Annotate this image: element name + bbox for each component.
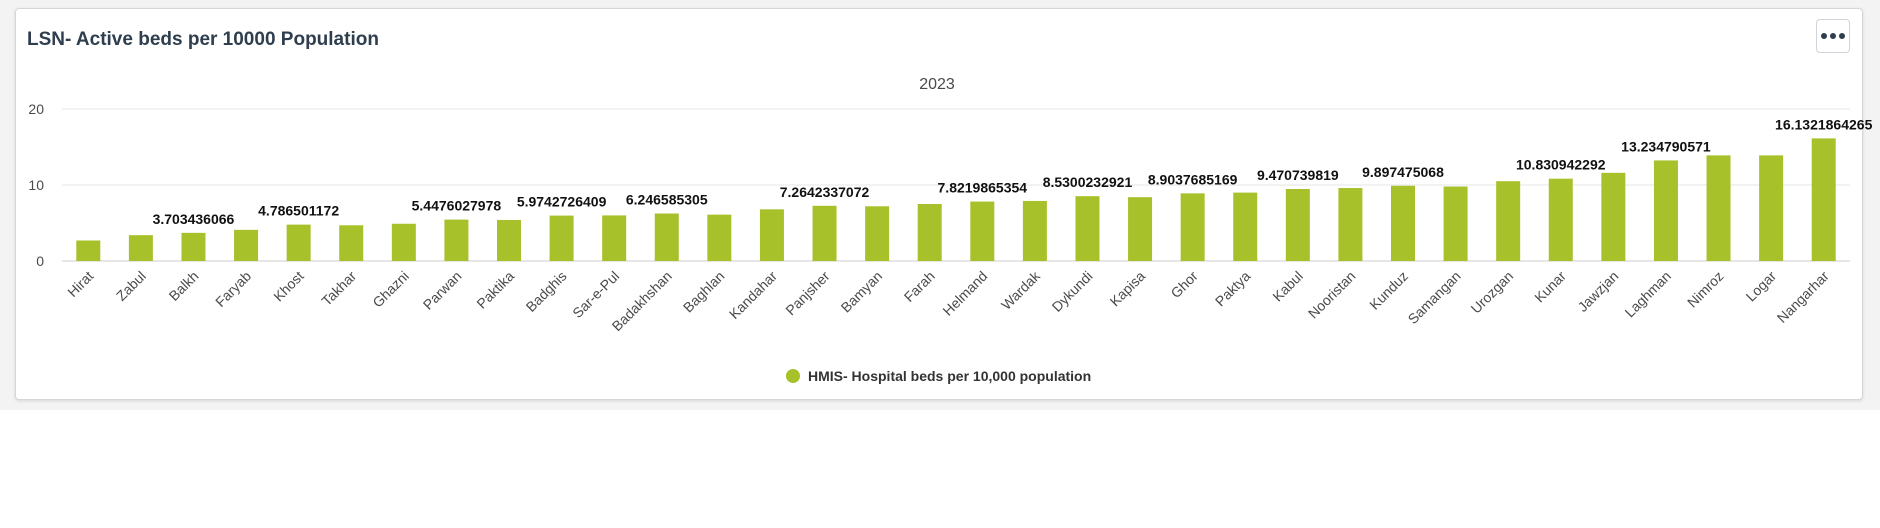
- x-tick-label: Paktya: [1212, 268, 1254, 310]
- bar[interactable]: [1075, 196, 1100, 261]
- data-label: 7.2642337072: [780, 184, 870, 200]
- data-label: 10.830942292: [1516, 157, 1606, 173]
- x-tick-label: Samangan: [1405, 268, 1464, 327]
- bar[interactable]: [1811, 138, 1836, 261]
- bar-chart: 2023 0 10 20 3.703436066 4.786501172 5.44760…: [28, 76, 1873, 384]
- bar[interactable]: [1338, 188, 1363, 261]
- x-tick-label: Farah: [901, 268, 938, 305]
- x-tick-label: Zabul: [113, 268, 149, 304]
- card-title: LSN- Active beds per 10000 Population: [27, 29, 379, 50]
- y-tick-label: 20: [28, 101, 44, 117]
- data-label: 16.1321864265: [1775, 116, 1873, 132]
- x-tick-label: Ghazni: [369, 268, 412, 311]
- x-tick-label: Baghlan: [680, 268, 728, 316]
- bar[interactable]: [339, 225, 364, 261]
- more-dots-icon: [1821, 33, 1827, 39]
- bar[interactable]: [76, 240, 101, 261]
- y-axis: 0 10 20: [28, 101, 44, 269]
- bar[interactable]: [391, 223, 416, 261]
- bar[interactable]: [707, 214, 732, 261]
- x-tick-label: Faryab: [212, 268, 254, 310]
- data-label: 8.9037685169: [1148, 171, 1238, 187]
- bar[interactable]: [1706, 155, 1731, 261]
- bar[interactable]: [917, 204, 942, 261]
- x-tick-label: Ghor: [1167, 268, 1201, 302]
- x-tick-label: Helmand: [939, 268, 990, 319]
- x-tick-label: Kabul: [1269, 268, 1306, 305]
- x-tick-label: Balkh: [166, 268, 202, 304]
- data-label: 4.786501172: [258, 203, 339, 219]
- x-tick-label: Nooristan: [1305, 268, 1359, 322]
- bar[interactable]: [497, 219, 521, 261]
- data-label: 9.470739819: [1257, 167, 1339, 183]
- chart-subtitle: 2023: [919, 76, 955, 93]
- bar[interactable]: [549, 215, 574, 261]
- more-dots-icon-dot: [1830, 33, 1836, 39]
- x-tick-label: Kunar: [1531, 268, 1569, 306]
- x-tick-label: Dykundi: [1049, 268, 1096, 315]
- x-tick-label: Parwan: [420, 268, 465, 313]
- bar[interactable]: [444, 219, 469, 261]
- x-tick-label: Logar: [1743, 268, 1780, 305]
- bar[interactable]: [1233, 192, 1258, 261]
- data-label: 5.9742726409: [517, 194, 607, 210]
- x-tick-label: Paktika: [473, 268, 517, 312]
- x-tick-label: Wardak: [998, 267, 1044, 313]
- legend[interactable]: HMIS- Hospital beds per 10,000 populatio…: [786, 368, 1091, 384]
- x-tick-label: Laghman: [1621, 268, 1674, 321]
- bars: [76, 138, 1836, 261]
- bar[interactable]: [654, 213, 679, 261]
- x-tick-label: Jawzjan: [1574, 268, 1621, 315]
- x-tick-label: Nangarhar: [1774, 268, 1832, 326]
- bar[interactable]: [970, 201, 995, 261]
- bar[interactable]: [1443, 186, 1468, 261]
- data-label: 5.4476027978: [412, 198, 502, 214]
- x-tick-label: Panjsher: [782, 268, 833, 319]
- bar[interactable]: [1759, 155, 1784, 261]
- bar[interactable]: [1601, 172, 1626, 261]
- x-tick-label: Khost: [270, 268, 307, 305]
- bar[interactable]: [1180, 193, 1205, 261]
- more-dots-icon-dot: [1839, 33, 1845, 39]
- bar[interactable]: [1391, 185, 1415, 261]
- chart-menu-button[interactable]: [1816, 19, 1850, 53]
- data-label: 9.897475068: [1362, 164, 1444, 180]
- x-tick-label: Sar-e-Pul: [569, 268, 622, 321]
- data-label: 13.234790571: [1621, 138, 1711, 154]
- bar[interactable]: [286, 224, 311, 261]
- bar[interactable]: [812, 205, 837, 261]
- x-tick-label: Urozgan: [1468, 268, 1517, 317]
- bar[interactable]: [1548, 178, 1573, 261]
- x-tick-label: Takhar: [318, 268, 359, 309]
- bar[interactable]: [128, 235, 153, 261]
- data-label: 8.5300232921: [1043, 174, 1133, 190]
- legend-marker: [786, 369, 800, 383]
- data-label: 7.8219865354: [938, 180, 1028, 196]
- bar[interactable]: [865, 206, 890, 261]
- bar[interactable]: [1653, 160, 1678, 261]
- x-tick-label: Hirat: [64, 268, 96, 300]
- x-tick-label: Kandahar: [726, 268, 780, 322]
- bar[interactable]: [1022, 200, 1047, 261]
- bar[interactable]: [181, 232, 206, 261]
- y-tick-label: 10: [28, 177, 44, 193]
- x-tick-label: Kunduz: [1366, 268, 1411, 313]
- y-tick-label: 0: [36, 253, 44, 269]
- x-axis: Hirat Zabul Balkh Faryab Khost Takhar Ghazni Pa…: [64, 267, 1832, 334]
- bar[interactable]: [234, 229, 259, 261]
- x-tick-label: Kapisa: [1107, 268, 1149, 310]
- data-label: 3.703436066: [153, 211, 235, 227]
- data-labels: 3.703436066 4.786501172 5.4476027978 5.9742…: [153, 116, 1873, 226]
- bar[interactable]: [1496, 181, 1521, 261]
- x-tick-label: Nimroz: [1684, 268, 1727, 311]
- bar[interactable]: [1128, 197, 1153, 261]
- bar[interactable]: [759, 209, 784, 261]
- bar[interactable]: [1285, 189, 1310, 261]
- bar[interactable]: [602, 215, 627, 261]
- legend-label: HMIS- Hospital beds per 10,000 populatio…: [808, 368, 1091, 384]
- x-tick-label: Bamyan: [838, 268, 886, 316]
- data-label: 6.246585305: [626, 192, 708, 208]
- x-tick-label: Badghis: [523, 268, 570, 315]
